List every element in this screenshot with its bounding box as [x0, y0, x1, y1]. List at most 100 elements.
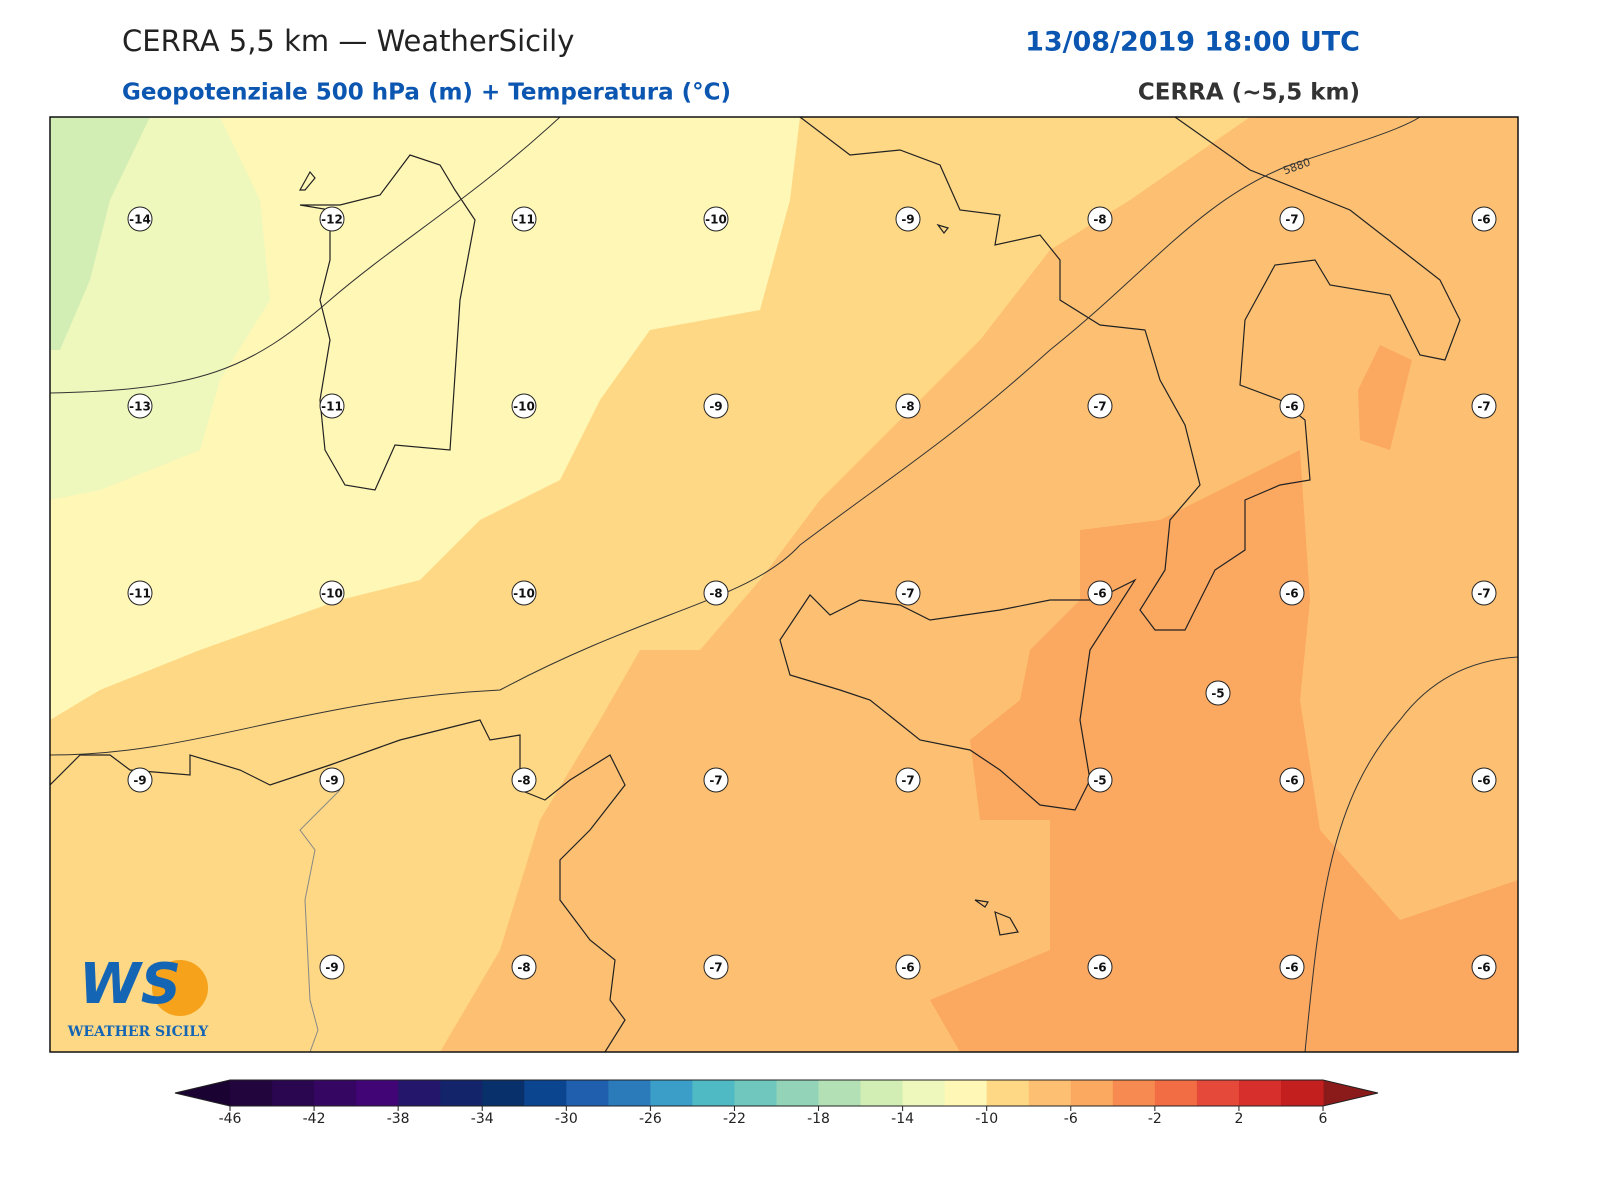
colorbar-tick-label: 6: [1319, 1111, 1328, 1127]
station-marker: [511, 580, 537, 606]
colorbar-tick-label: -22: [723, 1111, 746, 1127]
station-label: -14: [129, 213, 151, 227]
colorbar-tick-label: -26: [639, 1111, 662, 1127]
station-marker: [703, 580, 729, 606]
station-label: -7: [709, 961, 722, 975]
coastline: [50, 719, 626, 1052]
station-label: -10: [513, 400, 535, 414]
station-label: -11: [129, 587, 151, 601]
station-label: -8: [901, 400, 914, 414]
colorbar-bin: [608, 1080, 651, 1106]
colorbar-bin: [1280, 1080, 1324, 1106]
coastline: [779, 578, 1137, 811]
station-marker: [1087, 206, 1113, 232]
station-marker: [895, 580, 921, 606]
station-label: -5: [1093, 774, 1106, 788]
station-label: -10: [513, 587, 535, 601]
station-marker: [319, 393, 345, 419]
station-marker: [1471, 954, 1497, 980]
station-marker: [319, 206, 345, 232]
station-label: -8: [1093, 213, 1106, 227]
temp-field: [50, 117, 150, 350]
station-marker: [1279, 767, 1305, 793]
colorbar-bin: [314, 1080, 357, 1106]
colorbar-tick-label: -46: [219, 1111, 242, 1127]
station-label: -9: [901, 213, 914, 227]
map-frame: [49, 116, 1519, 1053]
contour-line: [1304, 656, 1518, 1052]
station-label: -7: [1477, 587, 1490, 601]
colorbar-bin: [818, 1080, 862, 1106]
colorbar-bin: [692, 1080, 735, 1106]
colorbar-bin: [230, 1080, 273, 1106]
colorbar-bin: [398, 1080, 441, 1106]
station-marker: [319, 580, 345, 606]
station-marker: [1205, 680, 1231, 706]
colorbar-bin: [1112, 1080, 1156, 1106]
station-label: -7: [709, 774, 722, 788]
station-label: -6: [1093, 587, 1106, 601]
colorbar-bin: [1070, 1080, 1114, 1106]
datetime: 13/08/2019 18:00 UTC: [1025, 27, 1360, 58]
colorbar-bin: [1238, 1080, 1282, 1106]
coastline: [799, 117, 1461, 631]
station-label: -8: [709, 587, 722, 601]
colorbar-over: [1323, 1080, 1378, 1106]
colorbar-bin: [902, 1080, 946, 1106]
station-marker: [127, 393, 153, 419]
contour-line: [50, 117, 561, 394]
station-label: -13: [129, 400, 151, 414]
station-marker: [1279, 393, 1305, 419]
colorbar-bin: [1196, 1080, 1240, 1106]
station-marker: [1279, 206, 1305, 232]
station-marker: [1087, 767, 1113, 793]
colorbar-bin: [566, 1080, 609, 1106]
station-marker: [127, 206, 153, 232]
colorbar-tick-label: -30: [555, 1111, 578, 1127]
station-marker: [1087, 954, 1113, 980]
station-marker: [511, 206, 537, 232]
station-marker: [1471, 767, 1497, 793]
station-label: -6: [1477, 774, 1490, 788]
station-label: -6: [1285, 587, 1298, 601]
island: [298, 170, 1019, 936]
contour-line: [50, 117, 1421, 756]
colorbar-bin: [440, 1080, 483, 1106]
station-marker: [511, 767, 537, 793]
station-label: -6: [1477, 961, 1490, 975]
station-marker: [703, 206, 729, 232]
colorbar-tick-label: 2: [1234, 1111, 1243, 1127]
station-label: -6: [1285, 961, 1298, 975]
station-marker: [1087, 580, 1113, 606]
station-label: -9: [709, 400, 722, 414]
station-label: -9: [133, 774, 146, 788]
colorbar: -46 -42 -38 -34 -30 -26 -22 -18 -14 -10 -6 -2 2 6: [174, 1079, 1379, 1127]
station-label: -10: [705, 213, 727, 227]
station-marker: [895, 767, 921, 793]
colorbar-bin: [734, 1080, 777, 1106]
colorbar-tick-label: -38: [387, 1111, 410, 1127]
station-marker: [895, 954, 921, 980]
temp-field: [930, 450, 1518, 1052]
logo-mark: WS: [79, 952, 181, 1017]
station-marker: [1279, 954, 1305, 980]
logo: WS WEATHER SICILY: [67, 952, 210, 1040]
station-marker: [127, 767, 153, 793]
coastline: [299, 154, 476, 491]
logo-text: WEATHER SICILY: [67, 1024, 210, 1040]
colorbar-bin: [650, 1080, 693, 1106]
colorbar-bin: [986, 1080, 1030, 1106]
station-label: -6: [1285, 400, 1298, 414]
station-marker: [127, 580, 153, 606]
station-label: -7: [901, 587, 914, 601]
station-label: -11: [321, 400, 343, 414]
station-marker: [895, 206, 921, 232]
station-label: -7: [1093, 400, 1106, 414]
station-label: -7: [1285, 213, 1298, 227]
station-marker: [895, 393, 921, 419]
stations: -14 -12 -11 -10 -9 -8 -7 -6 -13 -11 -10 -9 -8 -7 -6 -7 -…: [127, 206, 1497, 980]
colorbar-bin: [272, 1080, 315, 1106]
station-label: -9: [325, 961, 338, 975]
station-label: -5: [1211, 687, 1224, 701]
